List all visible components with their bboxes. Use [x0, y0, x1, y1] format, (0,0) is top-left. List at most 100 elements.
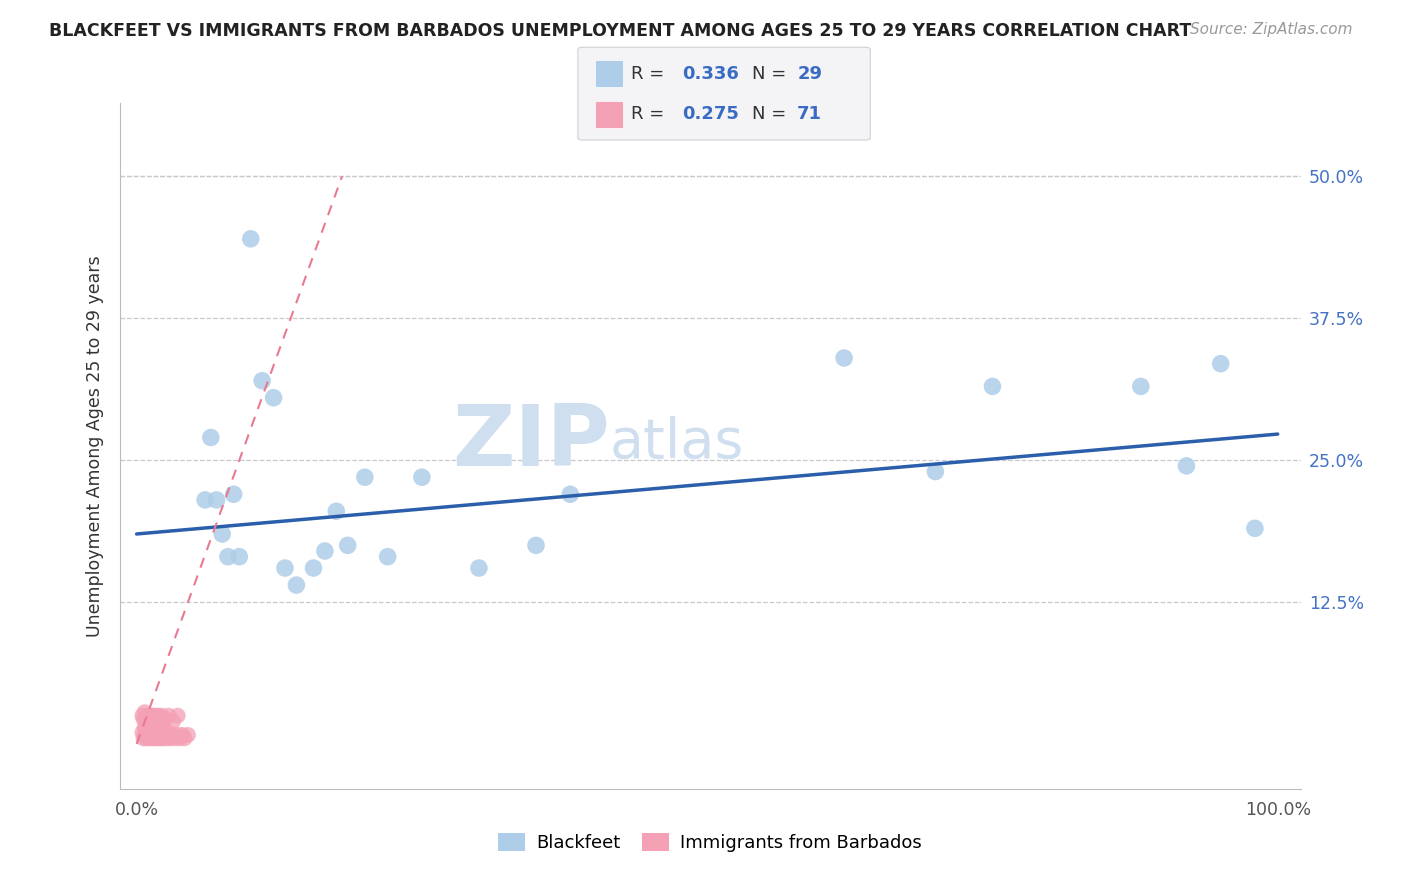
Point [314, 544, 336, 558]
Point [139, 714, 162, 729]
Point [150, 731, 173, 746]
Point [377, 549, 399, 564]
Point [139, 723, 162, 738]
Point [146, 725, 169, 739]
Point [160, 731, 183, 746]
Point [157, 708, 180, 723]
Point [157, 725, 180, 739]
Text: N =: N = [752, 105, 792, 123]
Point [143, 723, 166, 738]
Point [981, 379, 1004, 393]
Point [149, 720, 172, 734]
Point [560, 487, 582, 501]
Point [138, 728, 160, 742]
Point [156, 731, 179, 746]
Text: 71: 71 [797, 105, 823, 123]
Point [132, 712, 155, 726]
Point [302, 561, 325, 575]
Point [336, 538, 359, 552]
FancyBboxPatch shape [578, 47, 870, 140]
Point [166, 708, 188, 723]
Point [1175, 458, 1198, 473]
Point [134, 705, 156, 719]
Point [169, 731, 191, 746]
Text: N =: N = [752, 64, 792, 83]
Point [136, 731, 159, 746]
Point [138, 720, 160, 734]
Point [135, 723, 157, 738]
Point [194, 492, 217, 507]
Point [143, 714, 166, 729]
Text: 29: 29 [797, 64, 823, 83]
Point [145, 728, 167, 742]
Point [148, 714, 170, 729]
Point [200, 430, 222, 444]
Point [153, 712, 176, 726]
Point [153, 725, 176, 739]
Point [468, 561, 491, 575]
Point [150, 708, 173, 723]
Point [165, 731, 187, 746]
Point [141, 708, 163, 723]
Point [142, 712, 165, 726]
Point [141, 728, 163, 742]
Point [142, 708, 165, 723]
Point [148, 708, 170, 723]
Point [136, 714, 159, 729]
Point [173, 731, 195, 746]
Point [924, 465, 946, 479]
Point [142, 716, 165, 731]
Point [152, 720, 174, 734]
Text: Source: ZipAtlas.com: Source: ZipAtlas.com [1189, 22, 1353, 37]
Point [142, 731, 165, 746]
Point [142, 728, 165, 742]
Text: BLACKFEET VS IMMIGRANTS FROM BARBADOS UNEMPLOYMENT AMONG AGES 25 TO 29 YEARS COR: BLACKFEET VS IMMIGRANTS FROM BARBADOS UN… [49, 22, 1191, 40]
Legend: Blackfeet, Immigrants from Barbados: Blackfeet, Immigrants from Barbados [491, 826, 929, 859]
Point [135, 708, 157, 723]
Point [146, 731, 169, 746]
Point [135, 716, 157, 731]
Point [148, 728, 170, 742]
Point [166, 728, 188, 742]
Text: R =: R = [631, 64, 671, 83]
Point [136, 725, 159, 739]
Bar [595, 101, 623, 128]
Text: atlas: atlas [610, 416, 744, 469]
Point [228, 549, 250, 564]
Point [134, 720, 156, 734]
Point [1244, 521, 1267, 535]
Text: ZIP: ZIP [451, 401, 610, 484]
Bar [595, 60, 623, 87]
Point [148, 731, 170, 746]
Point [135, 714, 157, 729]
Point [1209, 357, 1232, 371]
Y-axis label: Unemployment Among Ages 25 to 29 years: Unemployment Among Ages 25 to 29 years [86, 255, 104, 637]
Point [148, 716, 170, 731]
Point [162, 728, 184, 742]
Point [131, 708, 153, 723]
Point [285, 578, 308, 592]
Point [145, 720, 167, 734]
Point [150, 723, 173, 738]
Point [134, 728, 156, 742]
Point [138, 708, 160, 723]
Point [239, 232, 262, 246]
Point [524, 538, 547, 552]
Point [274, 561, 297, 575]
Point [149, 728, 172, 742]
Point [152, 728, 174, 742]
Point [211, 527, 233, 541]
Point [141, 720, 163, 734]
Point [325, 504, 347, 518]
Point [205, 492, 228, 507]
Point [162, 714, 184, 729]
Point [136, 712, 159, 726]
Point [148, 723, 170, 738]
Point [145, 708, 167, 723]
Point [1129, 379, 1152, 393]
Point [135, 728, 157, 742]
Text: R =: R = [631, 105, 671, 123]
Point [222, 487, 245, 501]
Point [131, 725, 153, 739]
Point [263, 391, 285, 405]
